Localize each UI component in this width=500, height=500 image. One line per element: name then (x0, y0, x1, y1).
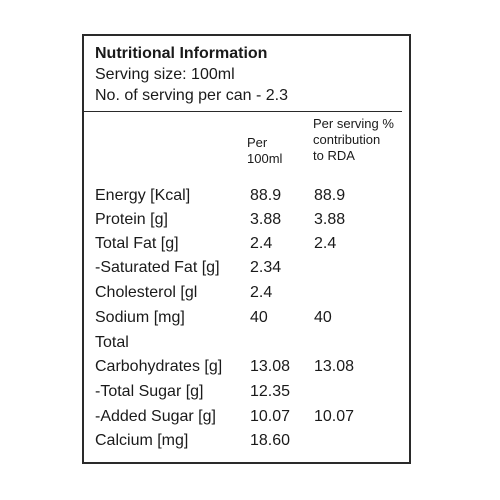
table-row: Energy [Kcal] 88.9 88.9 (84, 187, 413, 211)
nutrient-name: Total (95, 334, 129, 351)
per-100ml-value: 3.88 (250, 211, 282, 228)
table-row: Carbohydrates [g] 13.08 13.08 (84, 358, 413, 382)
per-serving-value: 13.08 (314, 358, 355, 375)
table-row: Sodium [mg] 40 40 (84, 309, 413, 333)
nutrition-panel: Nutritional Information Serving size: 10… (82, 34, 411, 464)
nutrient-name: Carbohydrates [g] (95, 358, 223, 375)
nutrient-name: -Added Sugar [g] (95, 408, 216, 425)
table-row: -Total Sugar [g] 12.35 (84, 383, 413, 407)
nutrient-name: Energy [Kcal] (95, 187, 191, 204)
table-row: Calcium [mg] 18.60 (84, 432, 413, 456)
table-row: Protein [g] 3.88 3.88 (84, 211, 413, 235)
per-serving-value: 3.88 (314, 211, 346, 228)
nutrient-name: -Saturated Fat [g] (95, 259, 220, 276)
per-100ml-value: 10.07 (250, 408, 291, 425)
per-100ml-value: 18.60 (250, 432, 291, 449)
per-100ml-value: 2.34 (250, 259, 282, 276)
table-row: -Added Sugar [g] 10.07 10.07 (84, 408, 413, 432)
column-header-per-100ml: Per 100ml (247, 135, 283, 166)
nutrient-name: Protein [g] (95, 211, 168, 228)
serving-size: Serving size: 100ml (95, 66, 235, 83)
table-row: Cholesterol [gl 2.4 (84, 284, 413, 308)
table-row: Total Fat [g] 2.4 2.4 (84, 235, 413, 259)
servings-per-can: No. of serving per can - 2.3 (95, 87, 288, 104)
nutrient-name: -Total Sugar [g] (95, 383, 204, 400)
per-100ml-value: 2.4 (250, 235, 273, 252)
nutrient-name: Cholesterol [gl (95, 284, 198, 301)
table-row: Total (84, 334, 413, 358)
per-serving-value: 40 (314, 309, 332, 326)
header-divider (84, 111, 402, 112)
per-100ml-value: 88.9 (250, 187, 282, 204)
table-row: -Saturated Fat [g] 2.34 (84, 259, 413, 283)
per-100ml-value: 2.4 (250, 284, 273, 301)
per-serving-value: 88.9 (314, 187, 346, 204)
per-100ml-value: 40 (250, 309, 268, 326)
nutrient-name: Sodium [mg] (95, 309, 185, 326)
panel-title: Nutritional Information (95, 45, 268, 62)
per-serving-value: 2.4 (314, 235, 337, 252)
column-header-per-serving: Per serving % contribution to RDA (313, 116, 394, 163)
per-100ml-value: 12.35 (250, 383, 291, 400)
per-serving-value: 10.07 (314, 408, 355, 425)
nutrient-name: Calcium [mg] (95, 432, 189, 449)
per-100ml-value: 13.08 (250, 358, 291, 375)
nutrient-name: Total Fat [g] (95, 235, 179, 252)
